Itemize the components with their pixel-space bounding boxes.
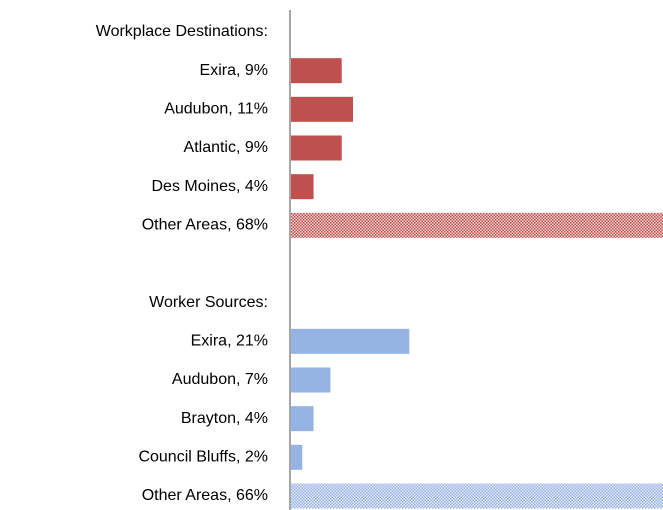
category-label: Exira, 21% [191,333,268,350]
bar [291,406,314,432]
bar [291,328,410,354]
bar [291,58,342,84]
category-label: Atlantic, 9% [184,139,268,156]
bar [291,135,342,161]
bar [291,174,314,200]
category-label: Audubon, 7% [172,371,268,388]
series-label: Workplace Destinations: [96,23,268,40]
category-label: Brayton, 4% [181,410,268,427]
bar [291,367,331,393]
category-label: Audubon, 11% [164,101,268,118]
bar [291,96,353,122]
bar [291,212,663,238]
category-label: Des Moines, 4% [152,178,269,195]
bar [291,483,663,509]
category-label: Council Bluffs, 2% [138,449,268,466]
bar [291,444,303,470]
category-label: Exira, 9% [200,62,268,79]
category-label: Other Areas, 66% [142,487,268,504]
category-label: Other Areas, 68% [142,217,268,234]
series-label: Worker Sources: [149,294,268,311]
